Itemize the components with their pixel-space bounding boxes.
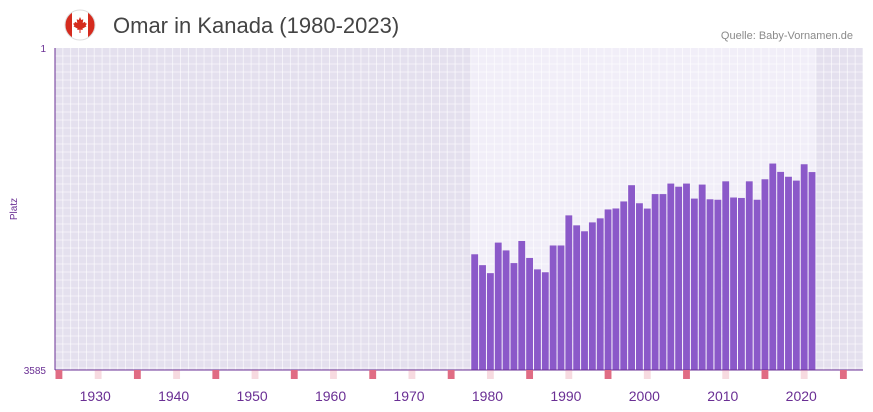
bar — [667, 183, 675, 370]
x-tick-label: 1980 — [472, 388, 503, 404]
bar — [612, 208, 620, 370]
y-tick-label-top: 1 — [40, 44, 46, 55]
bar — [651, 194, 659, 370]
bar — [628, 185, 636, 370]
bar — [510, 263, 518, 370]
x-tick-label: 1990 — [550, 388, 581, 404]
decade-marker — [839, 370, 847, 379]
bar — [604, 209, 612, 370]
decade-marker — [683, 370, 690, 379]
bar — [565, 215, 573, 370]
decade-marker — [447, 370, 455, 379]
x-tick-label: 1940 — [158, 388, 189, 404]
bar-series — [471, 163, 816, 370]
x-tick-label: 2010 — [707, 388, 738, 404]
half-decade-marker — [800, 370, 808, 379]
bar — [494, 242, 502, 370]
x-tick-label: 1960 — [315, 388, 346, 404]
source-credit: Quelle: Baby-Vornamen.de — [720, 30, 853, 42]
bar — [745, 181, 753, 370]
bar — [518, 240, 526, 370]
bar — [486, 273, 494, 370]
bar — [659, 194, 667, 370]
decade-marker — [526, 370, 534, 379]
bar — [690, 198, 698, 370]
decade-marker — [212, 370, 220, 379]
bar — [588, 222, 596, 370]
bar — [526, 257, 534, 370]
bar — [557, 245, 565, 370]
bar — [581, 231, 588, 370]
decade-marker — [55, 370, 63, 379]
bar — [620, 201, 628, 370]
bar — [777, 171, 785, 370]
bar — [800, 164, 808, 370]
half-decade-marker — [722, 370, 730, 379]
bar — [714, 199, 722, 370]
x-tick-label: 1970 — [393, 388, 424, 404]
bar — [675, 186, 683, 370]
bar — [737, 197, 745, 370]
bar — [698, 184, 706, 370]
bar — [785, 176, 792, 370]
bar — [730, 197, 737, 370]
x-tick-label: 2000 — [629, 388, 660, 404]
decade-marker — [369, 370, 377, 379]
half-decade-marker — [408, 370, 416, 379]
decade-marker — [761, 370, 769, 379]
bar — [792, 180, 800, 370]
bar — [549, 245, 557, 370]
y-axis-label: Platz — [9, 198, 20, 220]
half-decade-marker — [94, 370, 102, 379]
decade-markers — [55, 370, 847, 379]
bar — [573, 225, 581, 370]
bar — [534, 269, 541, 370]
half-decade-marker — [486, 370, 494, 379]
half-decade-marker — [330, 370, 337, 379]
bar — [471, 254, 479, 370]
bar — [722, 181, 730, 370]
bar — [706, 199, 714, 370]
bar — [643, 208, 651, 370]
bar — [683, 183, 690, 370]
bar — [636, 203, 643, 370]
bar — [596, 218, 604, 370]
bar — [761, 179, 769, 370]
half-decade-marker — [173, 370, 181, 379]
x-tick-labels: 1930 1940 1950 1960 1970 1980 1990 2000 2010 2020 — [80, 388, 817, 404]
bar — [753, 199, 761, 370]
bar — [541, 272, 549, 370]
half-decade-marker — [643, 370, 651, 379]
canada-flag-icon — [64, 9, 96, 41]
half-decade-marker — [565, 370, 573, 379]
x-tick-label: 2020 — [786, 388, 817, 404]
half-decade-marker — [251, 370, 259, 379]
bar — [502, 250, 510, 370]
y-tick-label-bottom: 3585 — [24, 366, 47, 377]
decade-marker — [290, 370, 298, 379]
decade-marker — [604, 370, 612, 379]
decade-marker — [133, 370, 141, 379]
x-tick-label: 1950 — [237, 388, 268, 404]
bar — [769, 163, 777, 370]
bar — [479, 265, 486, 370]
chart-title: Omar in Kanada (1980-2023) — [113, 13, 400, 38]
x-tick-label: 1930 — [80, 388, 111, 404]
bar — [808, 172, 816, 370]
